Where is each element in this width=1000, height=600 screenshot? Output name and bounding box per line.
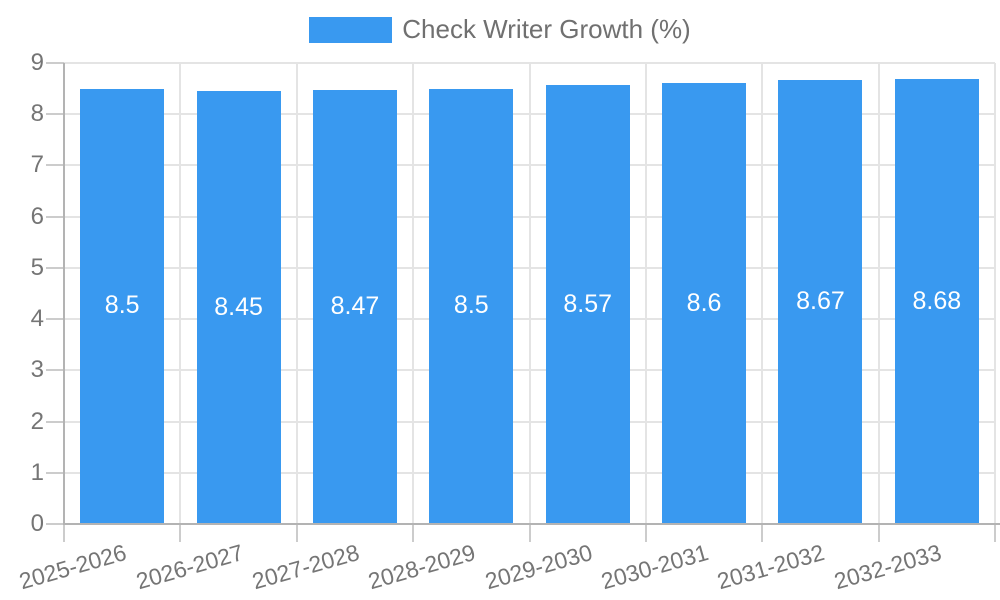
y-axis-tick xyxy=(46,62,64,64)
y-axis-tick xyxy=(46,164,64,167)
bar[interactable]: 8.68 xyxy=(894,79,979,523)
y-axis-tick-label: 8 xyxy=(30,100,44,128)
x-axis-category-label: 2031-2032 xyxy=(714,539,828,595)
x-axis-tick xyxy=(761,524,764,542)
bar[interactable]: 8.5 xyxy=(80,88,165,523)
y-axis-line xyxy=(63,63,65,524)
x-axis-category-label: 2030-2031 xyxy=(598,539,712,595)
x-gridline xyxy=(295,63,298,524)
y-axis-tick xyxy=(46,215,64,218)
legend[interactable]: Check Writer Growth (%) xyxy=(0,14,1000,45)
x-axis-line xyxy=(63,523,1000,525)
x-axis-tick xyxy=(994,524,996,542)
y-axis-tick-label: 7 xyxy=(30,151,44,179)
y-axis-tick-label: 5 xyxy=(30,253,44,281)
x-gridline xyxy=(644,63,647,524)
bar[interactable]: 8.47 xyxy=(312,90,397,523)
x-axis-tick xyxy=(528,524,531,542)
legend-swatch xyxy=(309,16,393,43)
bar-value-label: 8.67 xyxy=(796,286,845,315)
y-axis-tick xyxy=(46,113,64,116)
x-gridline xyxy=(179,63,182,524)
bar-value-label: 8.45 xyxy=(214,292,263,321)
y-axis-tick-label: 4 xyxy=(30,305,44,333)
x-axis-tick xyxy=(295,524,298,542)
y-axis-tick-label: 6 xyxy=(30,202,44,230)
bar[interactable]: 8.57 xyxy=(545,85,630,523)
x-axis-tick xyxy=(644,524,647,542)
y-axis-tick xyxy=(46,369,64,372)
x-axis-category-label: 2029-2030 xyxy=(481,539,595,595)
y-axis-tick xyxy=(46,266,64,269)
bar-value-label: 8.47 xyxy=(330,292,380,321)
y-axis-tick-label: 9 xyxy=(30,49,44,76)
bar[interactable]: 8.67 xyxy=(778,79,863,523)
y-axis-tick-label: 3 xyxy=(30,356,44,384)
x-axis-tick xyxy=(179,524,182,542)
x-axis-category-label: 2027-2028 xyxy=(249,539,363,595)
x-gridline xyxy=(528,63,531,524)
bar-value-label: 8.57 xyxy=(563,289,613,318)
bar-value-label: 8.68 xyxy=(912,286,962,315)
x-gridline xyxy=(877,63,880,524)
x-axis-tick xyxy=(63,524,65,542)
bar[interactable]: 8.45 xyxy=(196,91,281,523)
x-axis-category-label: 2028-2029 xyxy=(365,539,479,595)
bar[interactable]: 8.6 xyxy=(662,83,747,523)
bar-value-label: 8.5 xyxy=(104,291,140,320)
y-axis-tick xyxy=(46,420,64,423)
y-axis-tick xyxy=(46,318,64,321)
y-axis-tick-label: 2 xyxy=(30,407,44,435)
x-gridline xyxy=(994,63,996,524)
bar-value-label: 8.5 xyxy=(453,291,489,320)
y-axis-tick-label: 1 xyxy=(30,458,44,486)
x-axis-tick xyxy=(877,524,880,542)
y-axis-tick xyxy=(46,471,64,474)
bar[interactable]: 8.5 xyxy=(429,88,514,523)
x-axis-tick xyxy=(412,524,415,542)
bar-value-label: 8.6 xyxy=(686,288,722,317)
x-axis-category-label: 2025-2026 xyxy=(16,539,130,595)
x-axis-category-label: 2026-2027 xyxy=(132,539,246,595)
x-gridline xyxy=(761,63,764,524)
x-axis-category-label: 2032-2033 xyxy=(831,539,944,595)
y-axis-tick xyxy=(46,523,64,525)
x-gridline xyxy=(412,63,415,524)
legend-label: Check Writer Growth (%) xyxy=(402,14,691,44)
y-axis-tick-label: 0 xyxy=(30,510,44,537)
